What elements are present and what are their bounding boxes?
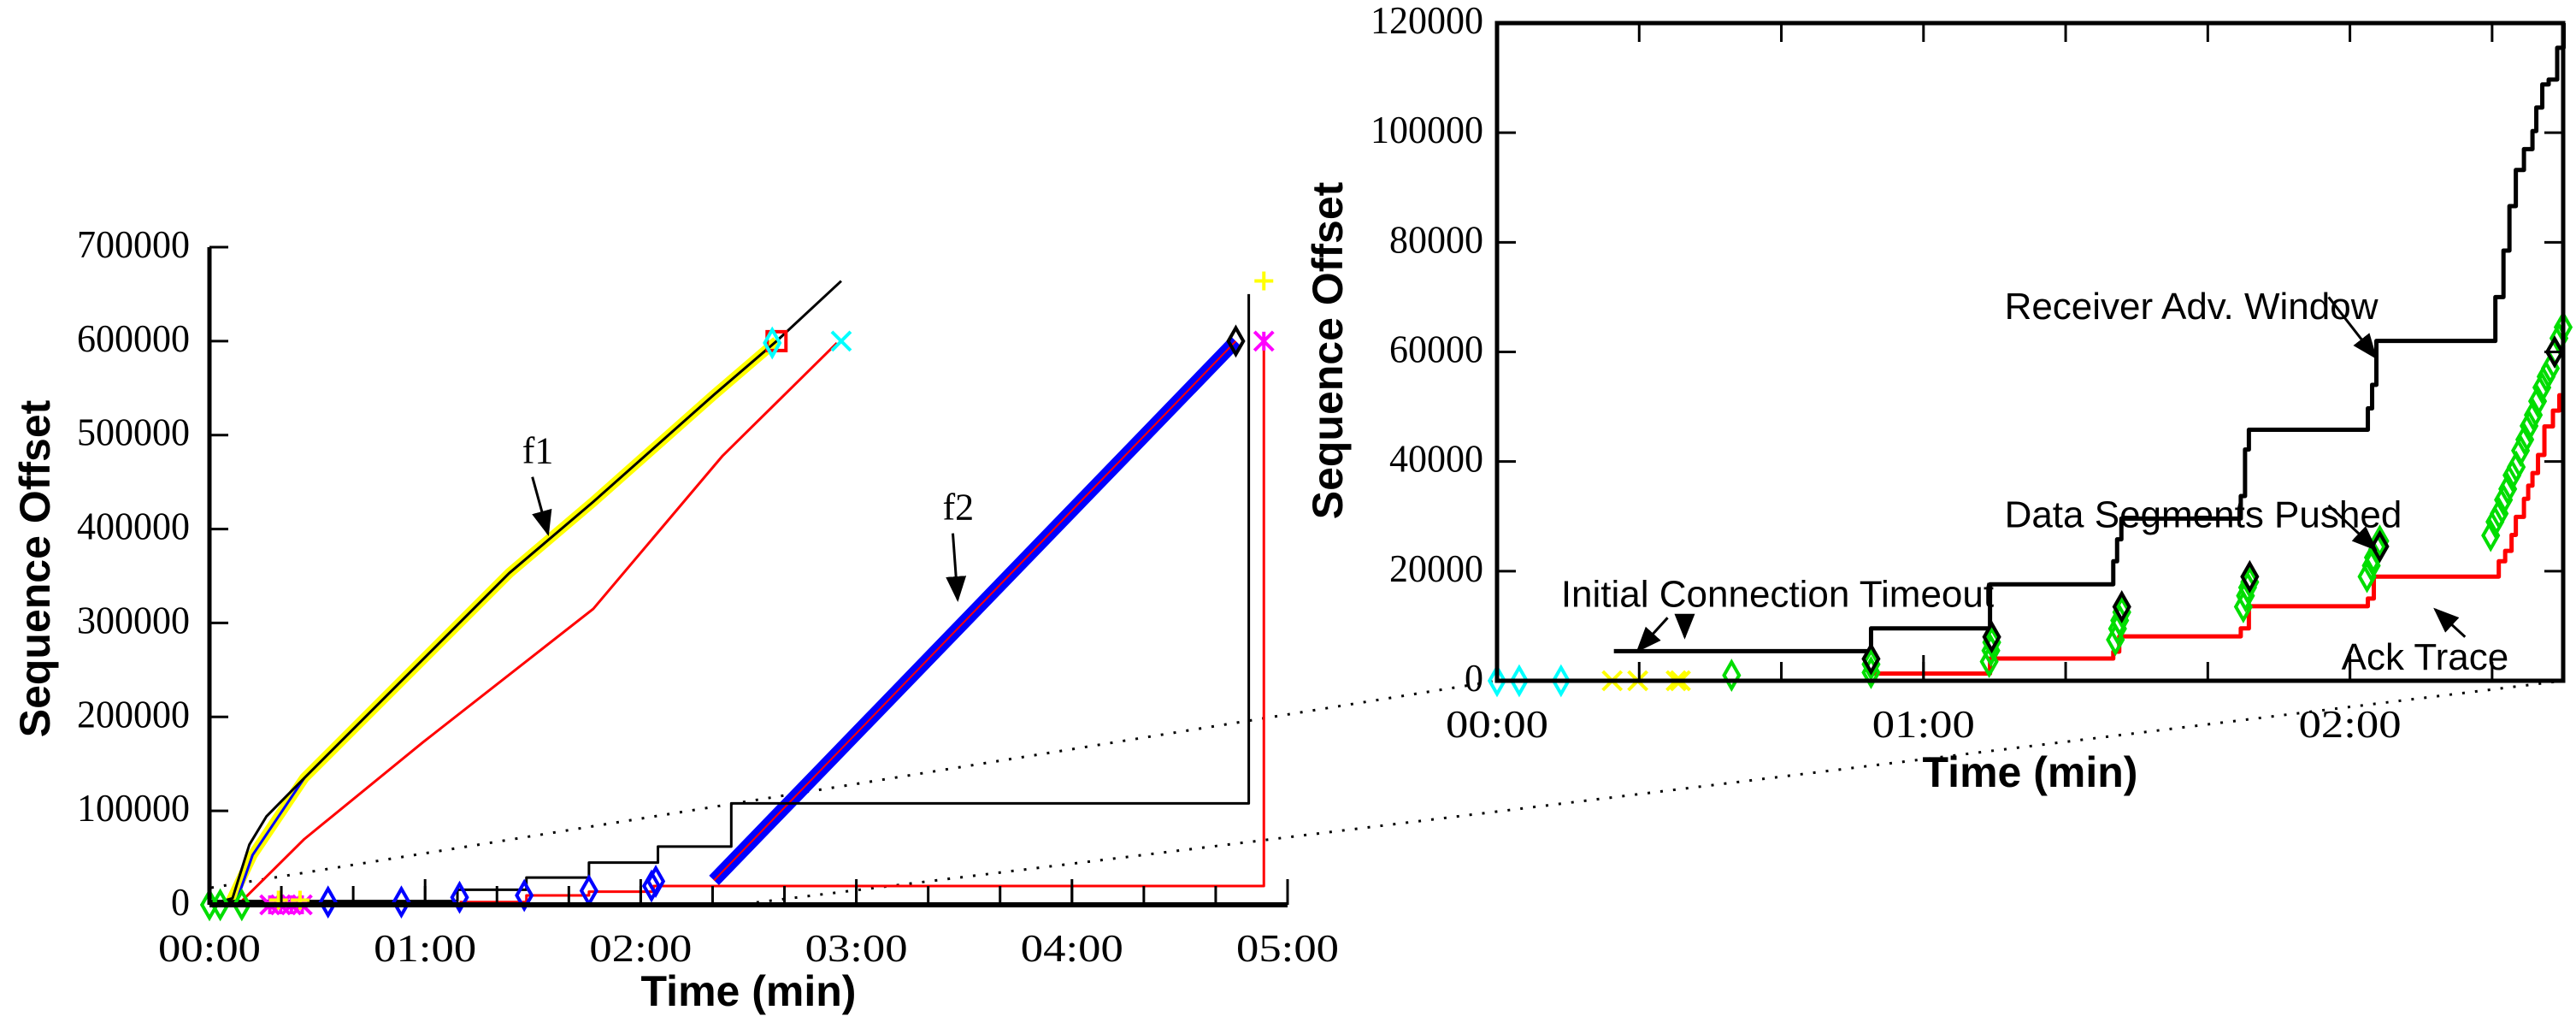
annotation-arrow	[946, 533, 967, 602]
data-point-diamond	[392, 885, 411, 919]
data-point-diamond	[645, 865, 666, 898]
y-tick-label: 100000	[1371, 108, 1483, 151]
data-point-diamond	[1982, 620, 2001, 654]
data-point-plus	[1254, 271, 1274, 291]
x-tick-label: 02:00	[2299, 702, 2402, 746]
series-line-f2-data-inner-	[713, 340, 1237, 882]
series-line-f1-receiver-window	[209, 280, 842, 907]
y-tick-label: 60000	[1389, 328, 1483, 371]
y-tick-label: 0	[1465, 656, 1483, 700]
annotation-arrow	[531, 476, 552, 536]
data-point-diamond	[515, 878, 534, 913]
annotation-arrow	[2327, 504, 2378, 552]
data-point-diamond	[1861, 641, 1881, 676]
y-tick-label: 600000	[77, 316, 190, 360]
y-tick-label: 120000	[1371, 0, 1483, 42]
data-point-diamond	[641, 869, 662, 903]
x-tick-label: 01:00	[1872, 702, 1975, 746]
series-line-f1-data-inner-	[233, 777, 306, 906]
y-tick-label: 300000	[77, 598, 190, 641]
data-point-diamond	[2536, 359, 2556, 393]
x-tick-label: 03:00	[805, 926, 908, 970]
data-point-diamond	[318, 885, 338, 919]
series-line-f2-receiver-window	[209, 293, 1251, 903]
y-tick-label: 700000	[77, 222, 190, 266]
annotation-arrow	[2433, 607, 2467, 638]
data-point-diamond	[1487, 664, 1507, 698]
x-tick-label: 02:00	[589, 926, 692, 970]
data-point-diamond	[2494, 483, 2514, 517]
y-tick-label: 500000	[77, 411, 190, 454]
y-tick-label: 100000	[77, 786, 190, 830]
data-point-diamond	[1226, 324, 1246, 358]
data-point-diamond	[2485, 505, 2505, 539]
data-point-diamond	[210, 888, 230, 922]
x-tick-label: 00:00	[158, 926, 261, 970]
x-tick-label: 04:00	[1021, 926, 1123, 970]
x-axis-label: Time (min)	[1923, 748, 2138, 796]
y-axis-label: Sequence Offset	[11, 399, 59, 737]
x-tick-label: 05:00	[1236, 926, 1339, 970]
annotation-arrow	[1636, 617, 1669, 653]
y-tick-label: 400000	[77, 505, 190, 548]
series-line-receiver-adv-window	[1613, 23, 2566, 653]
data-point-diamond	[450, 880, 469, 914]
data-point-diamond	[1722, 659, 1742, 693]
zoomed-plot: 00:00 01:00 02:00 0 20000 40000 60000 80000 1000…	[1304, 0, 2573, 796]
data-point-diamond	[1509, 664, 1530, 698]
y-tick-label: 200000	[77, 692, 190, 735]
data-point-diamond	[2511, 434, 2531, 468]
zoom-guide-line	[210, 679, 1498, 889]
data-point-diamond	[2112, 590, 2131, 623]
x-tick-label: 01:00	[374, 926, 476, 970]
series-line-f2-ack-trace	[459, 343, 1265, 904]
annotation-label: f2	[942, 487, 974, 529]
y-tick-label: 0	[171, 880, 190, 924]
annotation-label: Data Segments Pushed	[2005, 494, 2402, 536]
data-point-diamond	[2519, 409, 2539, 443]
series-line-f1-ack-trace	[240, 341, 838, 902]
annotation-label: f1	[522, 430, 554, 472]
series-line-f1-data-segments	[224, 337, 781, 907]
annotation-label: Initial Connection Timeout	[1561, 573, 1994, 615]
data-point-diamond	[2502, 458, 2522, 493]
y-tick-label: 80000	[1389, 217, 1483, 261]
zoom-guide-line	[743, 679, 2564, 906]
series-line-ack-trace	[1871, 363, 2566, 676]
y-tick-label: 20000	[1389, 546, 1483, 590]
data-point-diamond	[1551, 664, 1571, 698]
data-point-diamond	[2240, 559, 2260, 594]
annotation-arrow	[2327, 296, 2378, 360]
y-tick-label: 40000	[1389, 437, 1483, 481]
data-point-diamond	[2357, 559, 2377, 594]
overview-plot: 00:00 01:00 02:00 03:00 04:00 05:00 0 100000 200…	[11, 222, 1339, 1015]
data-point-diamond	[2544, 335, 2565, 369]
y-axis-label: Sequence Offset	[1304, 181, 1352, 519]
data-point-diamond	[232, 888, 251, 922]
data-point-star	[1253, 330, 1275, 352]
x-axis-label: Time (min)	[641, 967, 857, 1015]
annotation-label: Receiver Adv. Window	[2005, 286, 2379, 328]
x-tick-label: 00:00	[1446, 702, 1548, 746]
data-point-diamond	[2532, 370, 2552, 405]
data-point-diamond	[763, 326, 782, 360]
zoom-guide-lines	[210, 679, 2564, 906]
data-point-x	[830, 330, 852, 352]
annotation-label: Ack Trace	[2342, 636, 2509, 678]
